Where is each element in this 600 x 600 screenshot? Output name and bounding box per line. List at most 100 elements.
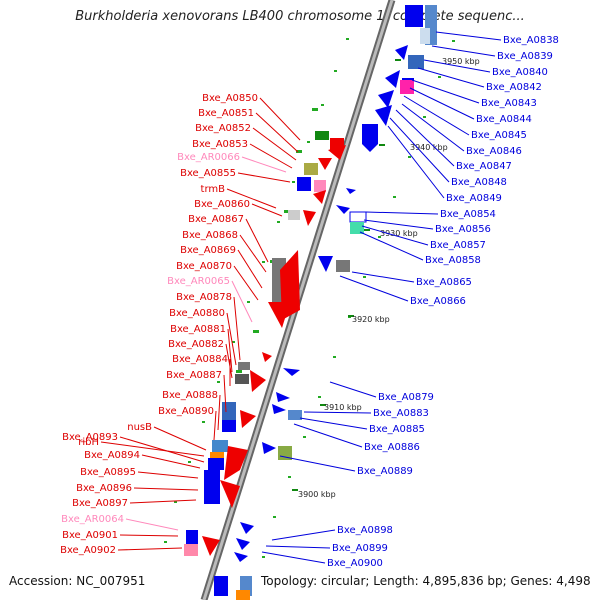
gene-label[interactable]: Bxe_A0848	[451, 177, 507, 188]
label-leader-line	[137, 471, 199, 479]
label-leader-line	[237, 249, 263, 289]
gene-label[interactable]: Bxe_A0856	[435, 224, 491, 235]
label-leader-line	[233, 265, 259, 301]
label-leader-line	[417, 67, 485, 88]
gene-label[interactable]: Bxe_A0893	[62, 432, 118, 443]
gene-label[interactable]: Bxe_A0867	[188, 214, 244, 225]
gene-label[interactable]: nusB	[127, 422, 152, 433]
label-leader-line	[133, 487, 199, 491]
scale-label: 3910 kbp	[324, 403, 362, 412]
label-leader-line	[225, 343, 233, 379]
label-leader-line	[119, 534, 179, 537]
label-leader-line	[271, 529, 336, 541]
gene-label[interactable]: Bxe_A0895	[80, 467, 136, 478]
gene-label[interactable]: Bxe_A0852	[195, 123, 251, 134]
scale-label: 3930 kbp	[380, 229, 418, 238]
gene-label[interactable]: Bxe_A0878	[176, 292, 232, 303]
label-leader-line	[303, 411, 372, 414]
label-leader-line	[241, 156, 287, 173]
label-leader-line	[365, 211, 439, 215]
label-leader-line	[387, 125, 445, 199]
gene-label[interactable]: Bxe_A0855	[180, 168, 236, 179]
gene-label[interactable]: Bxe_A0885	[369, 424, 425, 435]
gene-label[interactable]: Bxe_A0849	[446, 193, 502, 204]
scale-ticks	[292, 59, 401, 491]
label-leader-line	[279, 455, 356, 472]
gene-label[interactable]: ribH	[78, 437, 99, 448]
label-leader-line	[409, 87, 475, 120]
gene-label[interactable]: Bxe_A0869	[180, 245, 236, 256]
gene-label[interactable]: Bxe_A0889	[357, 466, 413, 477]
label-leader-line	[217, 394, 221, 431]
gene-label[interactable]: Bxe_A0847	[456, 161, 512, 172]
gene-label[interactable]: Bxe_A0882	[168, 339, 224, 350]
label-leader-line	[251, 203, 283, 217]
gene-label[interactable]: Bxe_A0887	[166, 370, 222, 381]
label-leader-line	[227, 328, 233, 373]
gene-label[interactable]: Bxe_A0839	[497, 51, 553, 62]
scale-label: 3900 kbp	[298, 490, 336, 499]
left-gene-labels: Bxe_A0850 Bxe_A0851 Bxe_A0852 Bxe_A0853 Bxe_…	[60, 93, 301, 556]
gene-label[interactable]: Bxe_A0840	[492, 67, 548, 78]
gene-label[interactable]: Bxe_A0901	[62, 530, 118, 541]
gene-label[interactable]: Bxe_A0890	[158, 406, 214, 417]
label-leader-line	[261, 551, 326, 564]
gene-label[interactable]: Bxe_A0897	[72, 498, 128, 509]
gene-label[interactable]: Bxe_A0898	[337, 525, 393, 536]
gene-label[interactable]: Bxe_A0846	[466, 146, 522, 157]
label-leader-line	[245, 218, 269, 263]
label-leader-line	[361, 225, 429, 246]
label-leader-line	[259, 97, 301, 141]
label-leader-line	[363, 219, 434, 230]
gene-label[interactable]: Bxe_A0866	[410, 296, 466, 307]
gene-label[interactable]: Bxe_A0899	[332, 543, 388, 554]
gene-label[interactable]: Bxe_AR0065	[167, 276, 230, 287]
gene-label[interactable]: Bxe_A0870	[176, 261, 232, 272]
label-leader-line	[226, 188, 277, 209]
label-leader-line	[125, 518, 179, 531]
gene-label[interactable]: Bxe_A0886	[364, 442, 420, 453]
label-leader-line	[411, 79, 480, 104]
scale-label: 3950 kbp	[442, 57, 480, 66]
gene-label[interactable]: Bxe_A0860	[194, 199, 250, 210]
gene-label[interactable]: Bxe_A0843	[481, 98, 537, 109]
gene-label[interactable]: Bxe_A0883	[373, 408, 429, 419]
gene-label[interactable]: Bxe_A0844	[476, 114, 532, 125]
gene-label[interactable]: Bxe_A0881	[170, 324, 226, 335]
label-leader-line	[395, 109, 455, 167]
label-leader-line	[329, 381, 377, 398]
label-leader-line	[223, 374, 227, 413]
gene-label[interactable]: Bxe_A0880	[169, 308, 225, 319]
gene-label[interactable]: Bxe_A0894	[84, 450, 140, 461]
gene-label[interactable]: Bxe_A0854	[440, 209, 496, 220]
gene-label[interactable]: Bxe_A0868	[182, 230, 238, 241]
gene-label[interactable]: Bxe_A0850	[202, 93, 258, 104]
gene-label[interactable]: Bxe_AR0066	[177, 152, 240, 163]
right-gene-labels: Bxe_A0838 Bxe_A0839 Bxe_A0840 Bxe_A0842 Bxe_…	[261, 31, 559, 569]
gene-label[interactable]: Bxe_A0900	[327, 558, 383, 569]
label-leader-line	[403, 95, 470, 136]
label-leader-line	[237, 172, 291, 183]
gene-label[interactable]: Bxe_A0851	[198, 108, 254, 119]
label-leader-line	[431, 45, 496, 57]
gene-label[interactable]: Bxe_A0879	[378, 392, 434, 403]
gene-label[interactable]: Bxe_A0884	[172, 354, 228, 365]
gene-label[interactable]: Bxe_A0838	[503, 35, 559, 46]
gene-label[interactable]: trmB	[201, 184, 226, 195]
gene-label[interactable]: Bxe_A0845	[471, 130, 527, 141]
gene-label[interactable]: Bxe_A0853	[192, 139, 248, 150]
gene-label[interactable]: Bxe_A0858	[425, 255, 481, 266]
gene-label[interactable]: Bxe_A0857	[430, 240, 486, 251]
label-leader-line	[213, 410, 217, 441]
scale-labels: 3950 kbp 3940 kbp 3930 kbp 3920 kbp 3910 kbp…	[298, 57, 480, 499]
gene-label[interactable]: Bxe_A0888	[162, 390, 218, 401]
gene-label[interactable]: Bxe_A0896	[76, 483, 132, 494]
gene-label[interactable]: Bxe_AR0064	[61, 514, 124, 525]
label-leader-line	[129, 499, 197, 504]
label-leader-line	[153, 426, 207, 451]
gene-label[interactable]: Bxe_A0865	[416, 277, 472, 288]
gene-features	[184, 5, 437, 600]
gene-label[interactable]: Bxe_A0902	[60, 545, 116, 556]
gene-label[interactable]: Bxe_A0842	[486, 82, 542, 93]
